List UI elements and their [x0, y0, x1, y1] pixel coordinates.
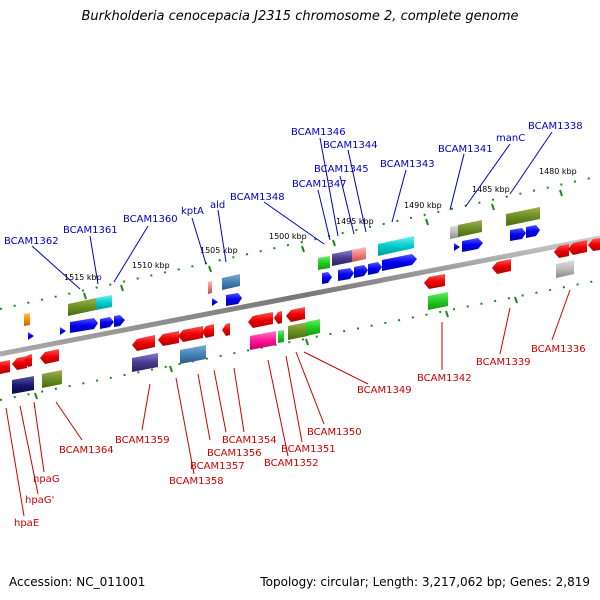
gene-arrow: [12, 356, 27, 370]
gene-label: BCAM1344: [323, 140, 378, 151]
gene-arrow: [28, 332, 34, 340]
gene-label: BCAM1338: [528, 121, 583, 132]
ruler-label: 1505 kbp: [200, 246, 238, 255]
gene-label: BCAM1351: [281, 444, 336, 455]
gene-arrow: [492, 259, 511, 274]
forward-cog-boxes: [24, 207, 540, 326]
gene-arrow: [60, 327, 66, 335]
ruler-label: 1485 kbp: [472, 185, 510, 194]
gene-label: manC: [496, 133, 525, 144]
gene-label: BCAM1339: [476, 357, 531, 368]
gene-arrow: [526, 225, 540, 238]
gene-arrow: [382, 254, 417, 271]
label-connectors-bottom: [5, 289, 571, 517]
gene-label: ald: [210, 200, 225, 211]
gene-label: BCAM1362: [4, 236, 59, 247]
gene-label: BCAM1356: [207, 448, 262, 459]
gene-label: BCAM1361: [63, 225, 118, 236]
ruler-labels: 1515 kbp 1510 kbp 1505 kbp 1500 kbp 1495…: [64, 167, 577, 282]
gene-arrow: [114, 315, 125, 327]
gene-arrow: [40, 349, 59, 364]
ruler-label: 1510 kbp: [132, 261, 170, 270]
gene-label: BCAM1357: [190, 461, 245, 472]
gene-arrow: [322, 272, 332, 284]
gene-arrow: [202, 324, 214, 338]
gene-arrow: [132, 335, 155, 351]
gene-arrow: [70, 318, 98, 333]
gene-labels-bottom: hpaE hpaG' hpaG BCAM1364 BCAM1359 BCAM13…: [14, 344, 586, 529]
gene-label: BCAM1348: [230, 192, 285, 203]
genome-summary-text: Topology: circular; Length: 3,217,062 bp…: [260, 575, 590, 589]
gene-arrow: [568, 240, 587, 255]
ruler-label: 1495 kbp: [336, 217, 374, 226]
chromosome-backbone: [0, 235, 600, 357]
gene-label: BCAM1341: [438, 144, 493, 155]
gene-arrow: [424, 274, 445, 289]
gene-arrow: [0, 360, 10, 374]
gene-label: BCAM1360: [123, 214, 178, 225]
map-title: Burkholderia cenocepacia J2315 chromosom…: [81, 9, 519, 24]
gene-arrow: [554, 244, 569, 258]
gene-label: BCAM1349: [357, 385, 412, 396]
gene-label: BCAM1346: [291, 127, 346, 138]
gene-arrow: [338, 268, 354, 281]
label-connectors-top: [31, 131, 553, 290]
reverse-cog-boxes: [12, 260, 574, 394]
ruler-upper: [0, 175, 600, 310]
ruler-label: 1500 kbp: [269, 232, 307, 241]
reverse-genes: [0, 238, 600, 374]
gene-arrow: [24, 354, 32, 367]
gene-label: BCAM1354: [222, 435, 277, 446]
accession-text: Accession: NC_011001: [9, 575, 146, 589]
gene-labels-top: BCAM1362 BCAM1361 BCAM1360 kptA ald BCAM…: [4, 121, 583, 247]
gene-arrow: [354, 265, 368, 278]
gene-label: BCAM1343: [380, 159, 435, 170]
ruler-label: 1515 kbp: [64, 273, 102, 282]
gene-arrow: [510, 228, 526, 241]
ruler-major-ticks: [34, 189, 563, 400]
gene-arrow: [222, 323, 230, 336]
gene-label: BCAM1364: [59, 445, 114, 456]
gene-arrow: [462, 238, 483, 252]
ruler-label: 1490 kbp: [404, 201, 442, 210]
gene-label: BCAM1359: [115, 435, 170, 446]
gene-label: BCAM1342: [417, 373, 472, 384]
gene-arrow: [274, 311, 282, 324]
gene-arrow: [226, 293, 242, 306]
ruler-label: 1480 kbp: [539, 167, 577, 176]
gene-arrow: [100, 317, 114, 329]
gene-label: hpaE: [14, 518, 39, 529]
gene-arrow: [368, 262, 382, 275]
forward-genes: [28, 225, 540, 340]
gene-label: BCAM1347: [292, 179, 347, 190]
gene-arrow: [212, 298, 218, 306]
gene-label: BCAM1352: [264, 458, 319, 469]
gene-arrow: [248, 312, 273, 328]
gene-arrow: [588, 238, 600, 251]
gene-label: BCAM1345: [314, 164, 369, 175]
gene-label: BCAM1336: [531, 344, 586, 355]
gene-label: BCAM1350: [307, 427, 362, 438]
gene-label: kptA: [181, 206, 204, 217]
gene-arrow: [286, 307, 305, 322]
gene-label: hpaG: [33, 474, 60, 485]
gene-arrow: [178, 326, 203, 342]
gene-label: BCAM1358: [169, 476, 224, 487]
gene-label: hpaG': [25, 495, 54, 506]
gene-arrow: [158, 331, 179, 346]
gene-arrow: [454, 243, 460, 251]
